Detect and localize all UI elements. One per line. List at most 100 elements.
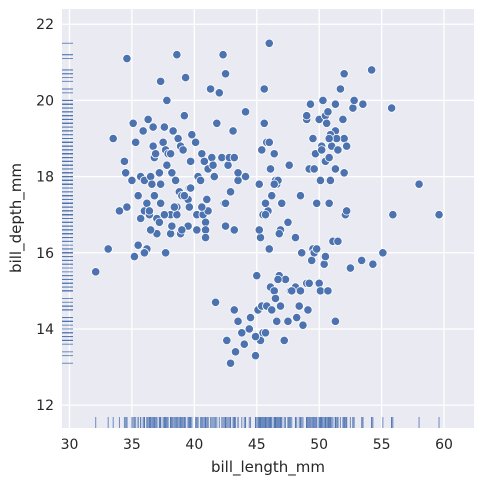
data-point [287,286,297,296]
data-point [265,164,276,174]
data-point [357,255,367,265]
data-point [297,248,307,258]
data-point [197,202,207,212]
data-point [187,130,197,140]
data-point [272,316,282,326]
data-point [338,114,348,125]
data-point [161,248,171,258]
y-axis-label: bill_depth_mm [7,163,26,273]
data-point [122,53,132,64]
y-tick-label: 22 [36,17,54,33]
data-point [302,111,312,121]
data-point [159,122,169,132]
data-point [192,225,202,235]
data-point [284,160,294,170]
y-tick-label: 12 [36,398,54,414]
data-point [434,210,444,220]
data-point [154,217,164,227]
data-point [245,312,256,323]
data-point [267,305,277,315]
data-point [259,84,269,94]
data-point [128,118,138,128]
data-point [325,175,336,186]
x-tick-label: 35 [123,437,141,453]
data-point [305,99,316,109]
data-point [162,160,172,170]
data-point [233,175,243,186]
data-point [279,335,289,345]
data-point [166,149,176,159]
data-point [290,232,301,243]
x-tick-labels: 30 35 40 45 50 55 60 [61,437,453,453]
data-point [133,240,143,250]
data-point [156,198,166,208]
data-point [225,187,236,197]
data-point [228,126,238,136]
data-point [330,164,341,174]
data-point [208,160,218,170]
data-point [200,232,211,243]
data-point [229,225,239,235]
data-point [179,111,189,121]
data-point [264,38,274,48]
data-point [173,133,183,144]
data-point [237,328,247,338]
data-point [368,259,378,269]
data-point [149,191,159,201]
data-point [220,198,231,208]
data-point [114,206,125,216]
data-point [200,217,211,227]
data-point [138,126,148,136]
data-point [158,137,168,147]
data-point [283,316,293,326]
data-point [358,99,368,109]
data-point [151,149,161,159]
data-point [240,172,251,182]
data-point [342,141,352,151]
data-point [315,175,326,186]
data-point [142,198,152,208]
data-point [254,225,264,235]
data-point [333,145,343,155]
data-point [330,316,341,326]
data-point [318,95,328,106]
data-point [172,50,182,60]
data-point [323,286,333,296]
data-point [223,160,233,170]
data-point [205,84,216,94]
data-point [273,274,283,285]
data-point [348,103,358,113]
data-point [260,198,271,208]
data-point [257,145,267,155]
data-point [367,65,377,75]
data-point [295,286,306,296]
data-point [131,137,141,147]
data-point [207,152,217,163]
data-point [156,76,166,86]
data-point [275,301,286,311]
data-point [184,202,194,212]
data-point [127,175,137,186]
data-point [199,156,209,166]
data-point [277,198,287,208]
data-point [283,217,293,227]
data-point [119,156,130,166]
data-point [339,168,349,178]
data-point [108,133,118,144]
data-point [339,69,349,79]
x-rug [95,417,440,428]
data-point [146,225,156,235]
data-point [244,324,254,334]
data-point [200,225,211,235]
data-point [154,168,164,178]
data-point [166,229,176,239]
x-tick-label: 40 [185,437,203,453]
data-point [229,152,239,163]
data-point [260,328,271,338]
data-point [209,172,219,182]
data-point [129,251,140,262]
data-point [147,179,157,189]
y-tick-label: 20 [36,93,54,109]
data-point [386,103,397,113]
data-point [177,225,187,235]
